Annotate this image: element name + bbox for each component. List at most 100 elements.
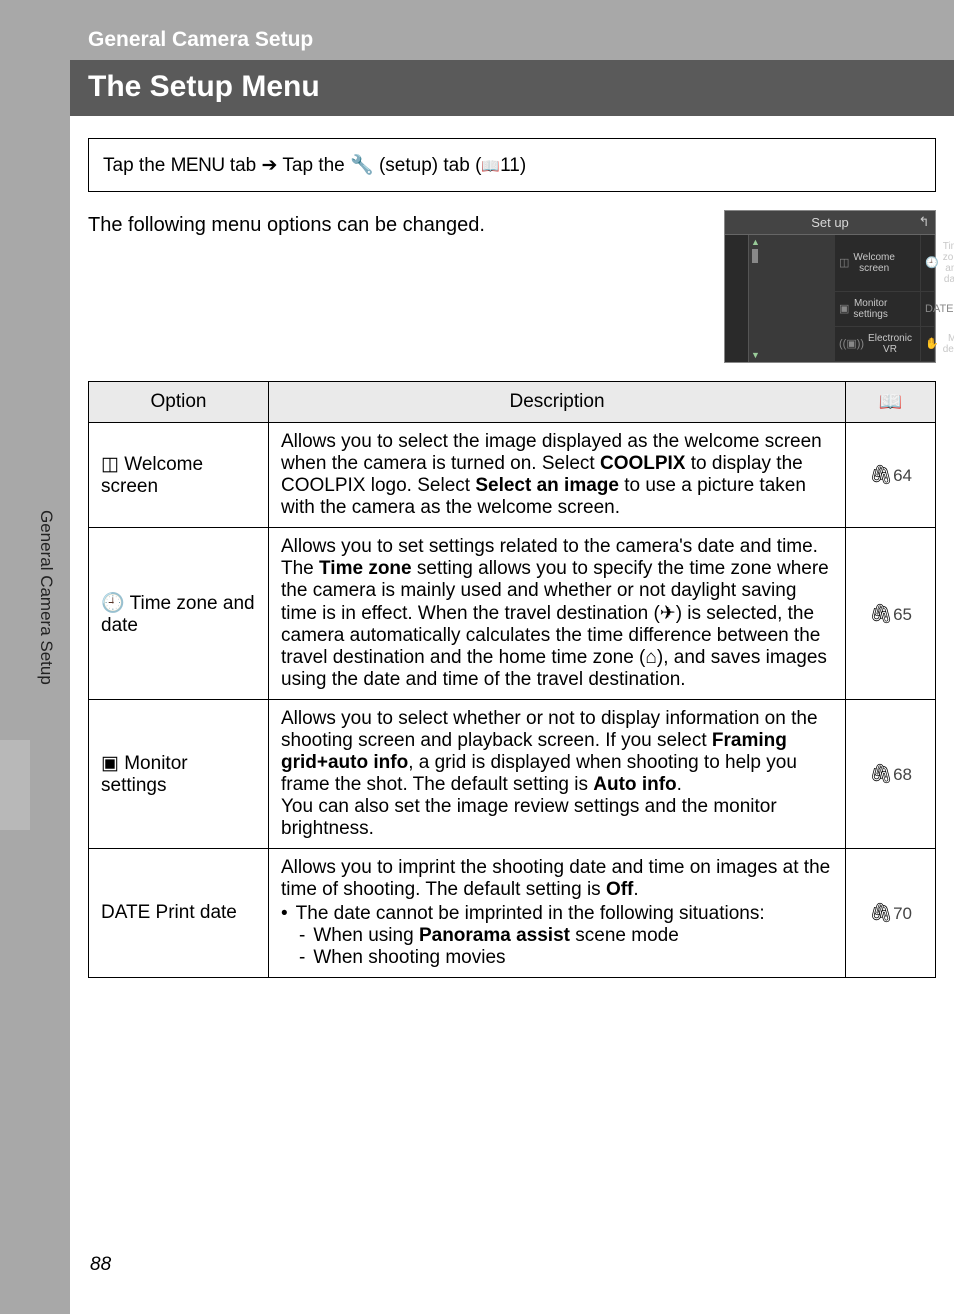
dash-item: -When shooting movies	[281, 947, 833, 969]
description-cell: Allows you to select whether or not to d…	[269, 700, 846, 849]
description-cell: Allows you to select the image displayed…	[269, 423, 846, 528]
dash-marker: -	[299, 947, 305, 969]
motion-icon: ✋	[925, 338, 939, 350]
option-cell-monitor: ▣ Monitor settings	[89, 700, 269, 849]
table-row: ◫ Welcome screen Allows you to select th…	[89, 423, 936, 528]
page-ref: 68	[893, 765, 912, 784]
page-ref: 65	[893, 605, 912, 624]
clock-icon: 🕘	[101, 593, 125, 614]
cell-label: Monitor settings	[853, 298, 887, 320]
dash-bold: Panorama assist	[419, 925, 570, 946]
option-label: Time zone and date	[101, 593, 255, 636]
instruction-text-2: tab	[225, 155, 262, 176]
back-icon: ↰	[917, 214, 931, 228]
screenshot-cell-evr: ((▣)) Electronic VR	[835, 327, 921, 362]
table-row: ▣ Monitor settings Allows you to select …	[89, 700, 936, 849]
vr-icon: ((▣))	[839, 338, 864, 350]
option-cell-timezone: 🕘 Time zone and date	[89, 528, 269, 700]
clock-icon: 🕘	[925, 257, 939, 269]
scroll-down-icon: ▼	[751, 350, 760, 360]
instruction-text-1: Tap the	[103, 155, 171, 176]
page-content: Tap the MENU tab ➔ Tap the 🔧 (setup) tab…	[70, 116, 954, 978]
link-icon: 🖇	[869, 604, 893, 625]
date-icon: DATE	[925, 303, 954, 315]
welcome-icon: ◫	[101, 454, 119, 475]
monitor-icon: ▣	[839, 303, 849, 315]
wrench-icon: 🔧	[350, 155, 374, 176]
desc-bold: Off	[606, 879, 633, 900]
scroll-up-icon: ▲	[751, 237, 760, 247]
option-cell-welcome: ◫ Welcome screen	[89, 423, 269, 528]
options-table: Option Description 📖 ◫ Welcome screen Al…	[88, 381, 936, 978]
plane-icon: ✈	[660, 603, 676, 624]
desc-text: Allows you to imprint the shooting date …	[281, 857, 830, 900]
instruction-text-4: (setup) tab (	[374, 155, 482, 176]
bullet-text: The date cannot be imprinted in the foll…	[296, 903, 765, 925]
page-ref: 70	[893, 904, 912, 923]
manual-page: General Camera Setup The Setup Menu Tap …	[70, 0, 954, 1314]
reference-cell: 🖇70	[846, 849, 936, 978]
screenshot-cell-monitor: ▣ Monitor settings	[835, 292, 921, 327]
link-icon: 🖇	[869, 764, 893, 785]
reference-cell: 🖇65	[846, 528, 936, 700]
option-label: Print date	[156, 902, 237, 923]
sidebar-tab-marker	[0, 740, 30, 830]
instruction-text-3: Tap the	[277, 155, 350, 176]
screenshot-cell-printdate: DATEPrint date	[921, 292, 935, 327]
dash-marker: -	[299, 925, 305, 947]
link-icon: 🖇	[869, 465, 893, 486]
screenshot-cell-timezone: 🕘Time zone and date	[921, 235, 935, 292]
screenshot-grid: ◫Welcome screen 🕘Time zone and date ▲ ▼ …	[725, 235, 935, 362]
desc-bold: COOLPIX	[600, 453, 686, 474]
description-cell: Allows you to set settings related to th…	[269, 528, 846, 700]
desc-bold: Select an image	[475, 475, 619, 496]
screenshot-cell-welcome: ◫Welcome screen	[835, 235, 921, 292]
screenshot-title-text: Set up	[811, 215, 849, 230]
link-icon: 🖇	[869, 903, 893, 924]
screenshot-scrollbar: ▲ ▼	[749, 235, 835, 362]
cell-label: Motion detection	[943, 333, 954, 355]
dash-text: When shooting movies	[313, 947, 505, 969]
bullet-marker: •	[281, 903, 288, 925]
camera-screenshot: Set up ↰ ◫Welcome screen 🕘Time zone and …	[724, 210, 936, 363]
header-option: Option	[89, 382, 269, 423]
welcome-icon: ◫	[839, 257, 849, 269]
reference-cell: 🖇64	[846, 423, 936, 528]
table-row: 🕘 Time zone and date Allows you to set s…	[89, 528, 936, 700]
page-title: The Setup Menu	[70, 60, 954, 116]
dash-post: scene mode	[570, 925, 679, 946]
instruction-box: Tap the MENU tab ➔ Tap the 🔧 (setup) tab…	[88, 138, 936, 192]
table-row: DATE Print date Allows you to imprint th…	[89, 849, 936, 978]
menu-label: MENU	[171, 155, 225, 176]
dash-pre: When using	[313, 925, 419, 946]
dash-text: When using Panorama assist scene mode	[313, 925, 678, 947]
breadcrumb: General Camera Setup	[88, 28, 954, 60]
cell-label: Time zone and date	[943, 241, 954, 285]
screenshot-left-tab	[725, 235, 749, 362]
description-cell: Allows you to imprint the shooting date …	[269, 849, 846, 978]
bullet-item: • The date cannot be imprinted in the fol…	[281, 903, 833, 925]
book-icon: 📖	[481, 158, 500, 175]
intro-row: The following menu options can be change…	[88, 210, 936, 363]
arrow-icon: ➔	[262, 155, 278, 176]
page-number: 88	[90, 1254, 111, 1276]
desc-bold: Time zone	[319, 558, 412, 579]
intro-text: The following menu options can be change…	[88, 210, 485, 237]
book-icon: 📖	[879, 392, 903, 413]
cell-label: Electronic VR	[868, 333, 912, 355]
desc-bold: Auto info	[593, 774, 676, 795]
date-icon: DATE	[101, 902, 150, 923]
screenshot-cell-motion: ✋Motion detection	[921, 327, 935, 362]
header-description: Description	[269, 382, 846, 423]
reference-cell: 🖇68	[846, 700, 936, 849]
monitor-icon: ▣	[101, 753, 119, 774]
scroll-thumb	[752, 249, 758, 263]
home-icon: ⌂	[645, 647, 656, 668]
option-cell-printdate: DATE Print date	[89, 849, 269, 978]
screenshot-title: Set up ↰	[725, 211, 935, 235]
instruction-page-ref: 11)	[500, 155, 526, 176]
page-ref: 64	[893, 466, 912, 485]
dash-item: -When using Panorama assist scene mode	[281, 925, 833, 947]
header-reference: 📖	[846, 382, 936, 423]
sidebar-section-label: General Camera Setup	[36, 510, 56, 685]
